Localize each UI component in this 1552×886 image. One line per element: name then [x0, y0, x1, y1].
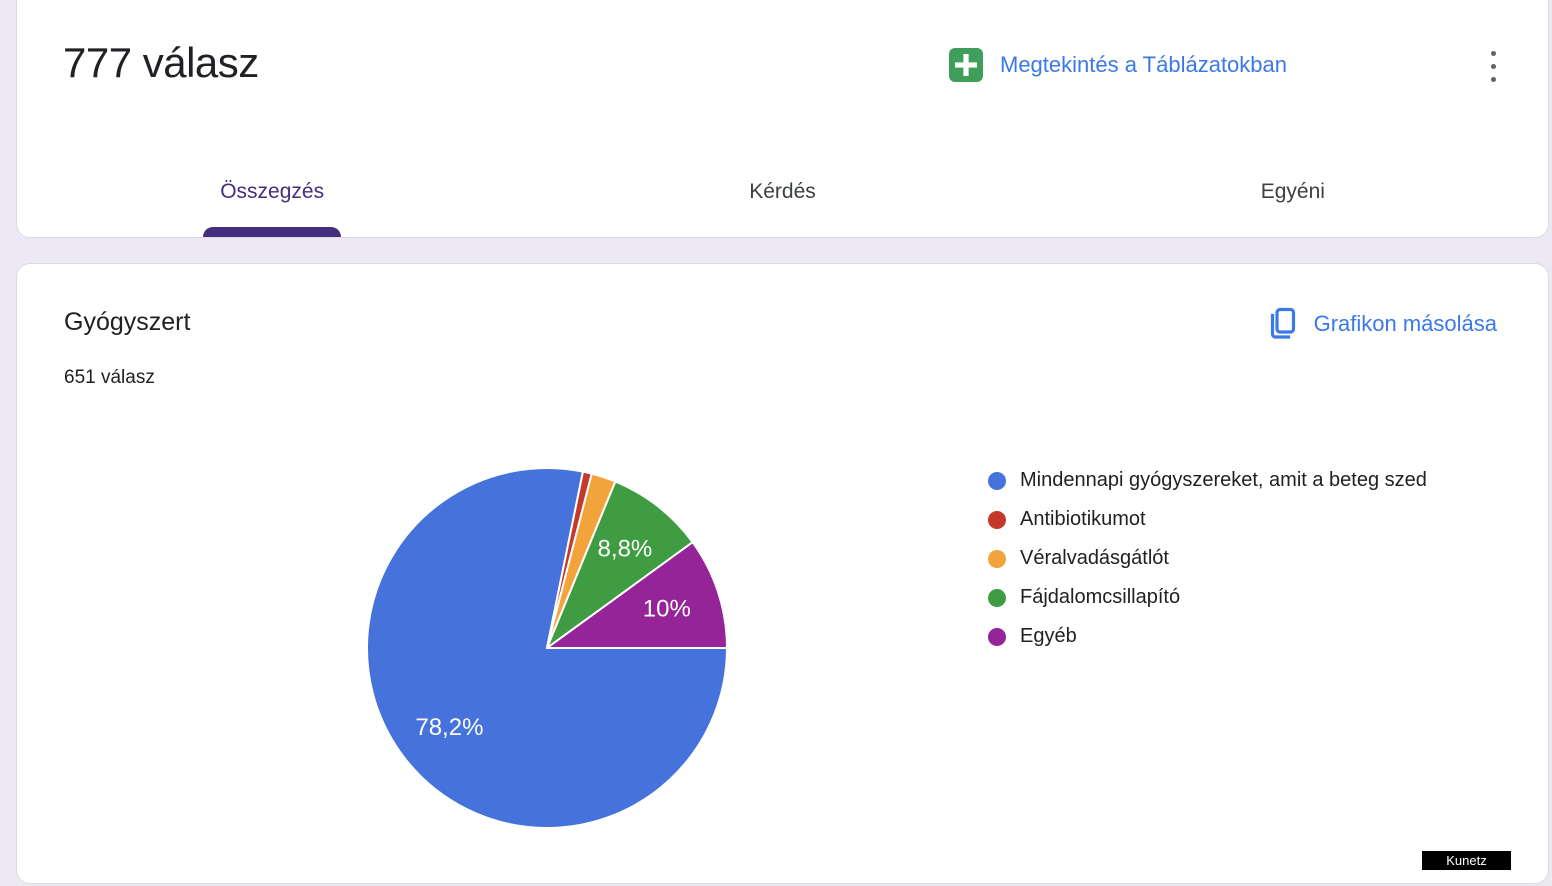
legend-item: Antibiotikumot [988, 503, 1458, 536]
question-response-count: 651 válasz [64, 367, 155, 388]
legend-label: Véralvadásgátlót [1020, 547, 1169, 569]
legend-item: Véralvadásgátlót [988, 542, 1458, 575]
header-actions: Megtekintés a Táblázatokban [949, 47, 1287, 83]
pie-slice-3[interactable] [546, 480, 694, 649]
legend-swatch-icon [988, 472, 1006, 490]
pie-chart: 78,2% 8,8% 10% [366, 467, 728, 829]
legend-item: Mindennapi gyógyszereket, amit a beteg s… [988, 464, 1458, 497]
pie-slice-4[interactable] [546, 541, 728, 649]
question-chart-card: Gyógyszert 651 válasz Grafikon másolása … [16, 263, 1549, 884]
responses-tabs: Összegzés Kérdés Egyéni [17, 147, 1548, 237]
copy-icon [1270, 307, 1295, 339]
pie-slice-label: 8,8% [598, 535, 653, 562]
more-options-kebab-icon[interactable] [1481, 49, 1505, 83]
legend-item: Egyéb [988, 620, 1458, 653]
legend-item: Fájdalomcsillapító [988, 581, 1458, 614]
responses-count-title: 777 válasz [63, 39, 259, 86]
pie-slice-label: 10% [643, 596, 691, 623]
tab-summary[interactable]: Összegzés [17, 147, 527, 237]
pie-slice-label: 78,2% [415, 714, 483, 741]
legend-label: Mindennapi gyógyszereket, amit a beteg s… [1020, 469, 1427, 491]
tab-question-label: Kérdés [749, 180, 816, 203]
responses-header-card: 777 válasz Megtekintés a Táblázatokban Ö… [16, 0, 1549, 238]
view-in-sheets-link[interactable]: Megtekintés a Táblázatokban [1000, 52, 1287, 77]
active-tab-indicator [203, 227, 342, 237]
pie-slice-0[interactable] [366, 467, 728, 829]
copy-chart-label: Grafikon másolása [1313, 311, 1497, 336]
question-title: Gyógyszert [64, 308, 191, 336]
legend-label: Egyéb [1020, 625, 1077, 647]
legend-swatch-icon [988, 550, 1006, 568]
copy-chart-button[interactable]: Grafikon másolása [1264, 305, 1497, 343]
legend-swatch-icon [988, 628, 1006, 646]
legend-swatch-icon [988, 511, 1006, 529]
legend-swatch-icon [988, 589, 1006, 607]
tab-summary-label: Összegzés [220, 180, 325, 203]
legend-label: Fájdalomcsillapító [1020, 586, 1181, 608]
legend-label: Antibiotikumot [1020, 508, 1146, 530]
tab-individual-label: Egyéni [1260, 180, 1325, 203]
watermark-badge: Kunetz [1422, 851, 1511, 870]
chart-legend: Mindennapi gyógyszereket, amit a beteg s… [988, 464, 1458, 659]
google-sheets-icon[interactable] [949, 48, 983, 82]
tab-question[interactable]: Kérdés [527, 147, 1037, 237]
tab-individual[interactable]: Egyéni [1038, 147, 1548, 237]
